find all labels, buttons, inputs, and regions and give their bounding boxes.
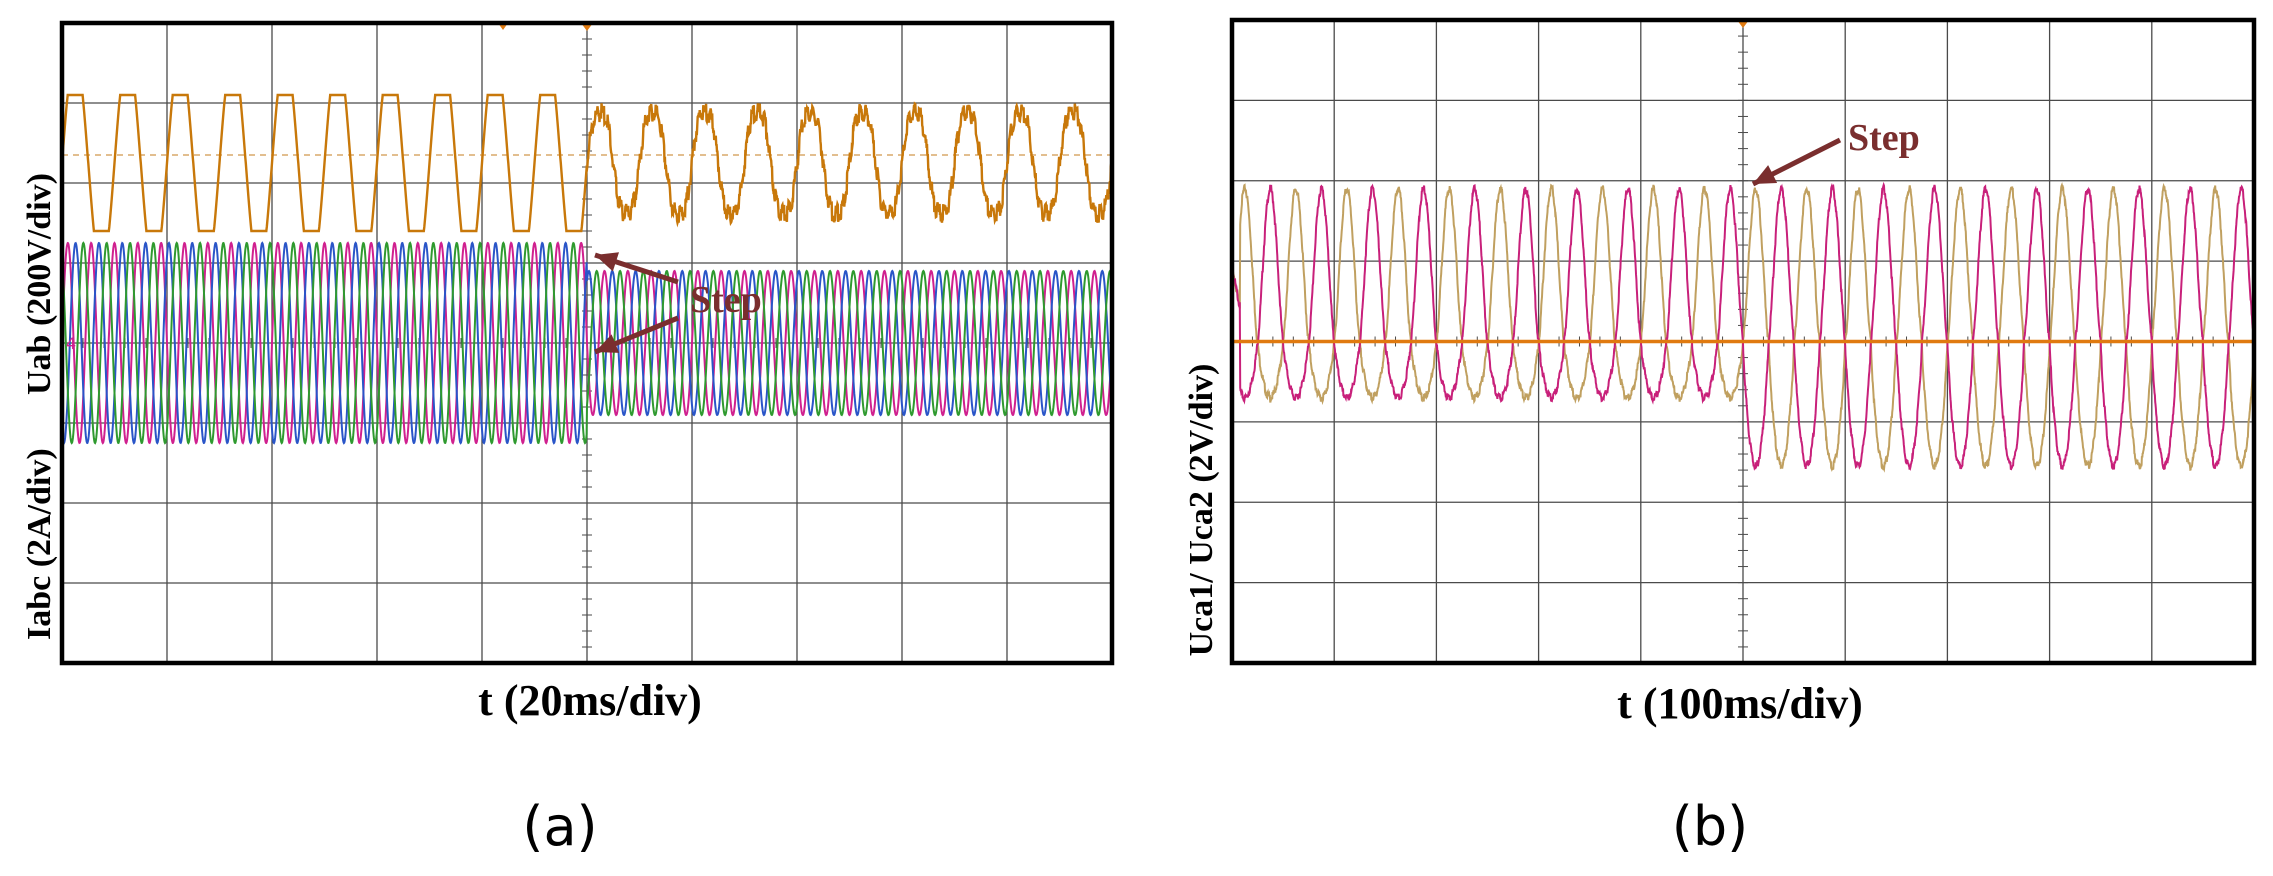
step-arrow-lower-a-head	[595, 334, 620, 353]
annotation-step-b: Step	[1848, 117, 1920, 159]
xlabel-b: t (100ms/div)	[1617, 679, 1863, 728]
channel-marker-a: 4	[66, 334, 76, 353]
series-ic	[61, 241, 1113, 445]
xlabel-a: t (20ms/div)	[478, 676, 702, 725]
plot-area-b	[1229, 17, 2257, 666]
annotation-step-a: Step	[690, 279, 762, 321]
plot-frame-a	[59, 20, 1115, 666]
panel-a: 4 Uab (200V/div) Iabc (2A/div) t (20ms/d…	[21, 20, 1115, 858]
step-arrow-b-head	[1753, 165, 1778, 184]
subfigure-label-a: (a)	[522, 795, 597, 858]
ylabel-b: Uca1/ Uca2 (2V/div)	[1183, 364, 1220, 657]
plot-area-a: 4	[59, 20, 1115, 666]
panel-b: Uca1/ Uca2 (2V/div) t (100ms/div) (b) St…	[1183, 17, 2257, 858]
ylabel-lower-a: Iabc (2A/div)	[21, 448, 58, 640]
series-ia	[61, 241, 1113, 445]
plot-frame-b	[1229, 17, 2257, 666]
subfigure-label-b: (b)	[1672, 795, 1748, 858]
series-uab	[60, 93, 1114, 233]
series-ib	[61, 241, 1113, 445]
ylabel-upper-a: Uab (200V/div)	[21, 173, 58, 395]
step-arrow-upper-a-head	[595, 252, 620, 272]
